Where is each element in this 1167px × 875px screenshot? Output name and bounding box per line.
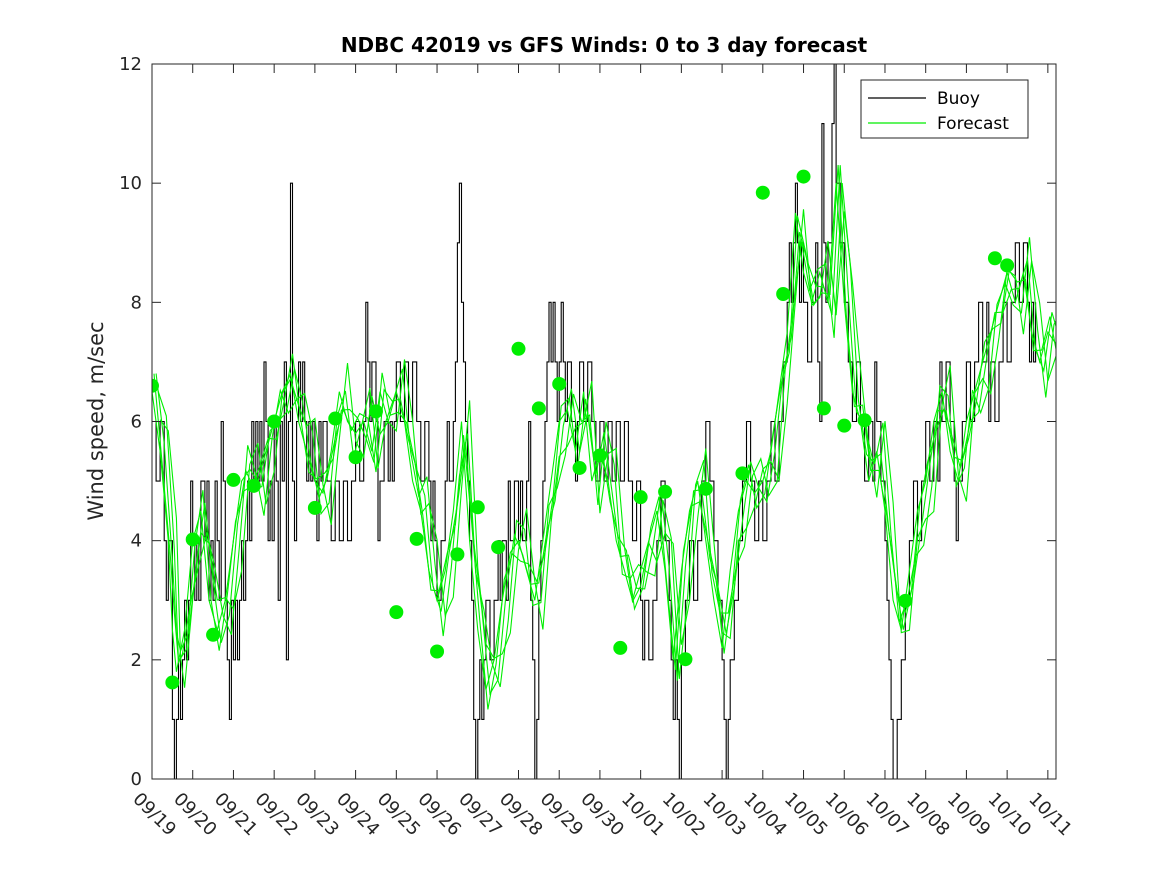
y-tick-label: 8 — [131, 292, 142, 313]
forecast-marker — [613, 640, 628, 655]
forecast-marker — [572, 460, 587, 475]
forecast-marker — [307, 500, 322, 515]
legend: Buoy Forecast — [860, 79, 1029, 139]
forecast-marker — [658, 484, 673, 499]
forecast-marker — [328, 411, 343, 426]
legend-label-buoy: Buoy — [937, 89, 980, 109]
forecast-marker — [1000, 258, 1015, 273]
series-group — [152, 64, 1056, 779]
forecast-marker — [592, 448, 607, 463]
forecast-marker — [450, 547, 465, 562]
legend-box — [860, 79, 1029, 139]
forecast-marker — [816, 401, 831, 416]
forecast-marker — [511, 341, 526, 356]
forecast-series-line-4 — [157, 182, 1056, 688]
forecast-marker — [678, 652, 693, 667]
forecast-marker — [246, 478, 261, 493]
forecast-marker — [348, 450, 363, 465]
forecast-marker — [987, 251, 1002, 266]
forecast-marker — [755, 185, 770, 200]
forecast-marker — [152, 378, 159, 393]
forecast-marker — [552, 376, 567, 391]
legend-label-forecast: Forecast — [937, 114, 1009, 134]
forecast-marker — [531, 401, 546, 416]
forecast-marker — [430, 644, 445, 659]
forecast-marker — [165, 675, 180, 690]
forecast-marker — [206, 627, 221, 642]
forecast-marker — [470, 500, 485, 515]
plot-area — [152, 64, 1056, 779]
y-tick-label: 6 — [131, 412, 142, 433]
forecast-marker — [368, 404, 383, 419]
forecast-marker — [735, 466, 750, 481]
forecast-marker — [267, 414, 282, 429]
y-tick-label: 2 — [131, 650, 142, 671]
forecast-marker — [796, 169, 811, 184]
forecast-marker — [857, 413, 872, 428]
forecast-marker — [837, 418, 852, 433]
chart-title: NDBC 42019 vs GFS Winds: 0 to 3 day fore… — [341, 33, 868, 57]
forecast-marker — [491, 540, 506, 555]
y-tick-label: 12 — [119, 54, 142, 75]
forecast-marker — [633, 490, 648, 505]
forecast-marker — [776, 286, 791, 301]
forecast-marker — [389, 605, 404, 620]
y-tick-label: 4 — [131, 531, 142, 552]
forecast-marker — [898, 593, 913, 608]
forecast-marker — [698, 481, 713, 496]
forecast-marker — [226, 472, 241, 487]
y-axis-label: Wind speed, m/sec — [84, 321, 108, 520]
forecast-marker — [185, 532, 200, 547]
y-tick-label: 0 — [131, 769, 142, 790]
y-tick-label: 10 — [119, 173, 142, 194]
forecast-marker — [409, 531, 424, 546]
